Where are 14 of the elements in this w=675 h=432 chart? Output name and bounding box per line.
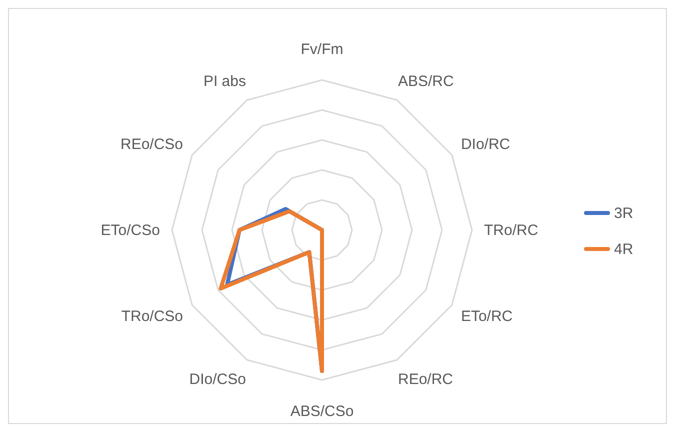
spoke-label: Fv/Fm <box>300 41 344 58</box>
spoke-label: ETo/RC <box>460 308 513 325</box>
spoke-label: ABS/CSo <box>290 403 354 420</box>
spoke-label: ETo/CSo <box>100 222 160 239</box>
spoke-label: ABS/RC <box>398 73 454 90</box>
spoke-label: DIo/CSo <box>189 370 246 388</box>
spoke-label: REo/RC <box>398 370 454 388</box>
spoke-label: TRo/CSo <box>121 308 184 325</box>
spoke-label: TRo/RC <box>484 222 538 239</box>
legend-label: 3R <box>614 205 634 222</box>
legend-label: 4R <box>614 241 634 258</box>
spoke-label: REo/CSo <box>120 136 184 153</box>
spoke-label: DIo/RC <box>460 136 510 153</box>
spoke-label: PI abs <box>203 73 246 90</box>
